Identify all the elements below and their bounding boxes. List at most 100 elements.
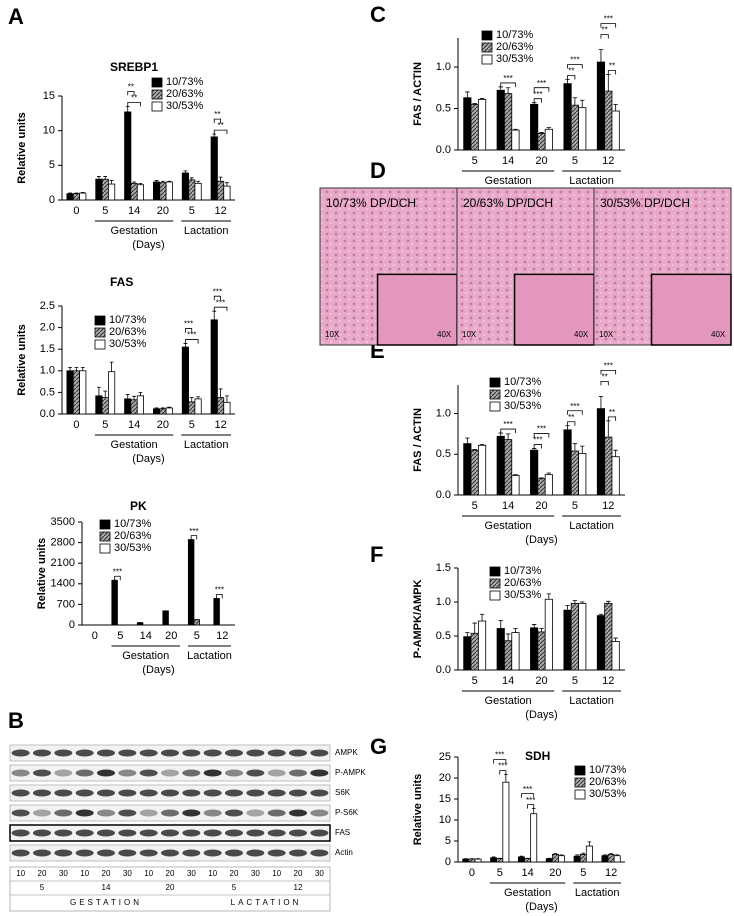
error-bar (154, 180, 159, 182)
error-bar (196, 396, 200, 399)
blot-label: P-S6K (335, 808, 359, 817)
lane-label: 20 (230, 869, 239, 878)
legend-swatch (481, 30, 493, 41)
significance-label: *** (215, 586, 224, 595)
x-axis-label: (Days) (132, 453, 164, 465)
bar (558, 855, 566, 863)
legend-swatch (151, 101, 163, 112)
error-bar (161, 407, 165, 409)
bar (95, 178, 103, 201)
error-bar (138, 392, 143, 396)
bar (607, 854, 615, 863)
panel-letter: A (8, 4, 24, 29)
bar (463, 97, 472, 151)
significance-label: *** (533, 90, 542, 99)
chart-title: SDH (525, 749, 550, 763)
x-tick-label: 20 (535, 155, 547, 167)
bar (579, 854, 587, 863)
x-tick-label: 14 (128, 419, 140, 431)
bar (210, 136, 218, 201)
significance-label: *** (526, 796, 535, 805)
y-tick-label: 15 (439, 793, 451, 805)
blot-band (246, 789, 265, 797)
error-bar (80, 191, 85, 194)
blot-band (11, 749, 30, 757)
bar (194, 182, 202, 201)
bar (79, 192, 87, 201)
error-bar (513, 628, 518, 633)
blot-band (225, 789, 243, 797)
blot-band (289, 829, 307, 837)
legend-label: 10/73% (504, 565, 542, 577)
blot-band (161, 849, 179, 857)
significance-label: *** (533, 436, 542, 445)
blot-band (118, 829, 137, 837)
bar (181, 346, 189, 415)
group-label: Gestation (485, 695, 532, 707)
blot-band (182, 749, 201, 757)
error-bar (479, 98, 485, 100)
error-bar (606, 600, 611, 604)
bar (490, 857, 498, 863)
y-tick-label: 700 (57, 598, 75, 610)
bar (210, 319, 218, 415)
x-tick-label: 5 (194, 630, 200, 642)
significance-label: *** (189, 527, 198, 536)
legend-label: 20/63% (166, 88, 204, 100)
y-tick-label: 0.5 (436, 630, 451, 642)
blot-band (33, 829, 51, 837)
blot-band (97, 809, 115, 817)
blot-band (33, 849, 51, 857)
bar (470, 449, 479, 496)
significance-bracket (185, 339, 199, 344)
bar (537, 631, 546, 671)
bar (79, 370, 87, 415)
magnification-label: 10X (325, 330, 340, 339)
error-bar (580, 445, 585, 454)
bar (72, 370, 80, 415)
bar (502, 781, 510, 863)
bar (194, 398, 202, 415)
blot-band (97, 769, 115, 777)
magnification-label: 10X (462, 330, 477, 339)
error-bar (109, 361, 114, 372)
blot-band (289, 749, 307, 757)
legend-label: 30/53% (114, 542, 152, 554)
bar (165, 181, 173, 201)
error-bar (581, 852, 586, 855)
error-bar (154, 407, 159, 409)
blot-band (161, 829, 179, 837)
blot-band (310, 829, 329, 837)
error-bar (138, 182, 143, 185)
blot-band (310, 769, 329, 777)
y-axis-label: Relative units (16, 112, 28, 184)
bar (477, 444, 487, 496)
error-bar (472, 448, 477, 451)
significance-bracket (533, 433, 550, 438)
x-tick-label: 20 (157, 205, 169, 217)
blot-band (267, 829, 286, 837)
blot-band (33, 789, 51, 797)
significance-bracket (567, 64, 583, 69)
bar (223, 185, 231, 201)
error-bar (189, 177, 194, 180)
group-label: Gestation (111, 439, 158, 451)
bar (585, 845, 593, 863)
blot-label: AMPK (335, 748, 358, 757)
bar (504, 93, 513, 151)
error-bar (74, 366, 79, 371)
error-bar (553, 853, 558, 855)
bar (611, 456, 620, 496)
group-label: Gestation (122, 650, 169, 662)
bar (596, 408, 606, 496)
bar (578, 602, 587, 671)
error-bar (80, 366, 85, 371)
x-tick-label: 5 (189, 419, 195, 431)
legend-label: 20/63% (504, 388, 542, 400)
error-bar (103, 390, 108, 398)
blot-band (203, 749, 222, 757)
error-bar (572, 443, 578, 451)
y-tick-label: 0.0 (436, 664, 451, 676)
blot-band (97, 829, 115, 837)
magnification-label: 40X (711, 330, 726, 339)
